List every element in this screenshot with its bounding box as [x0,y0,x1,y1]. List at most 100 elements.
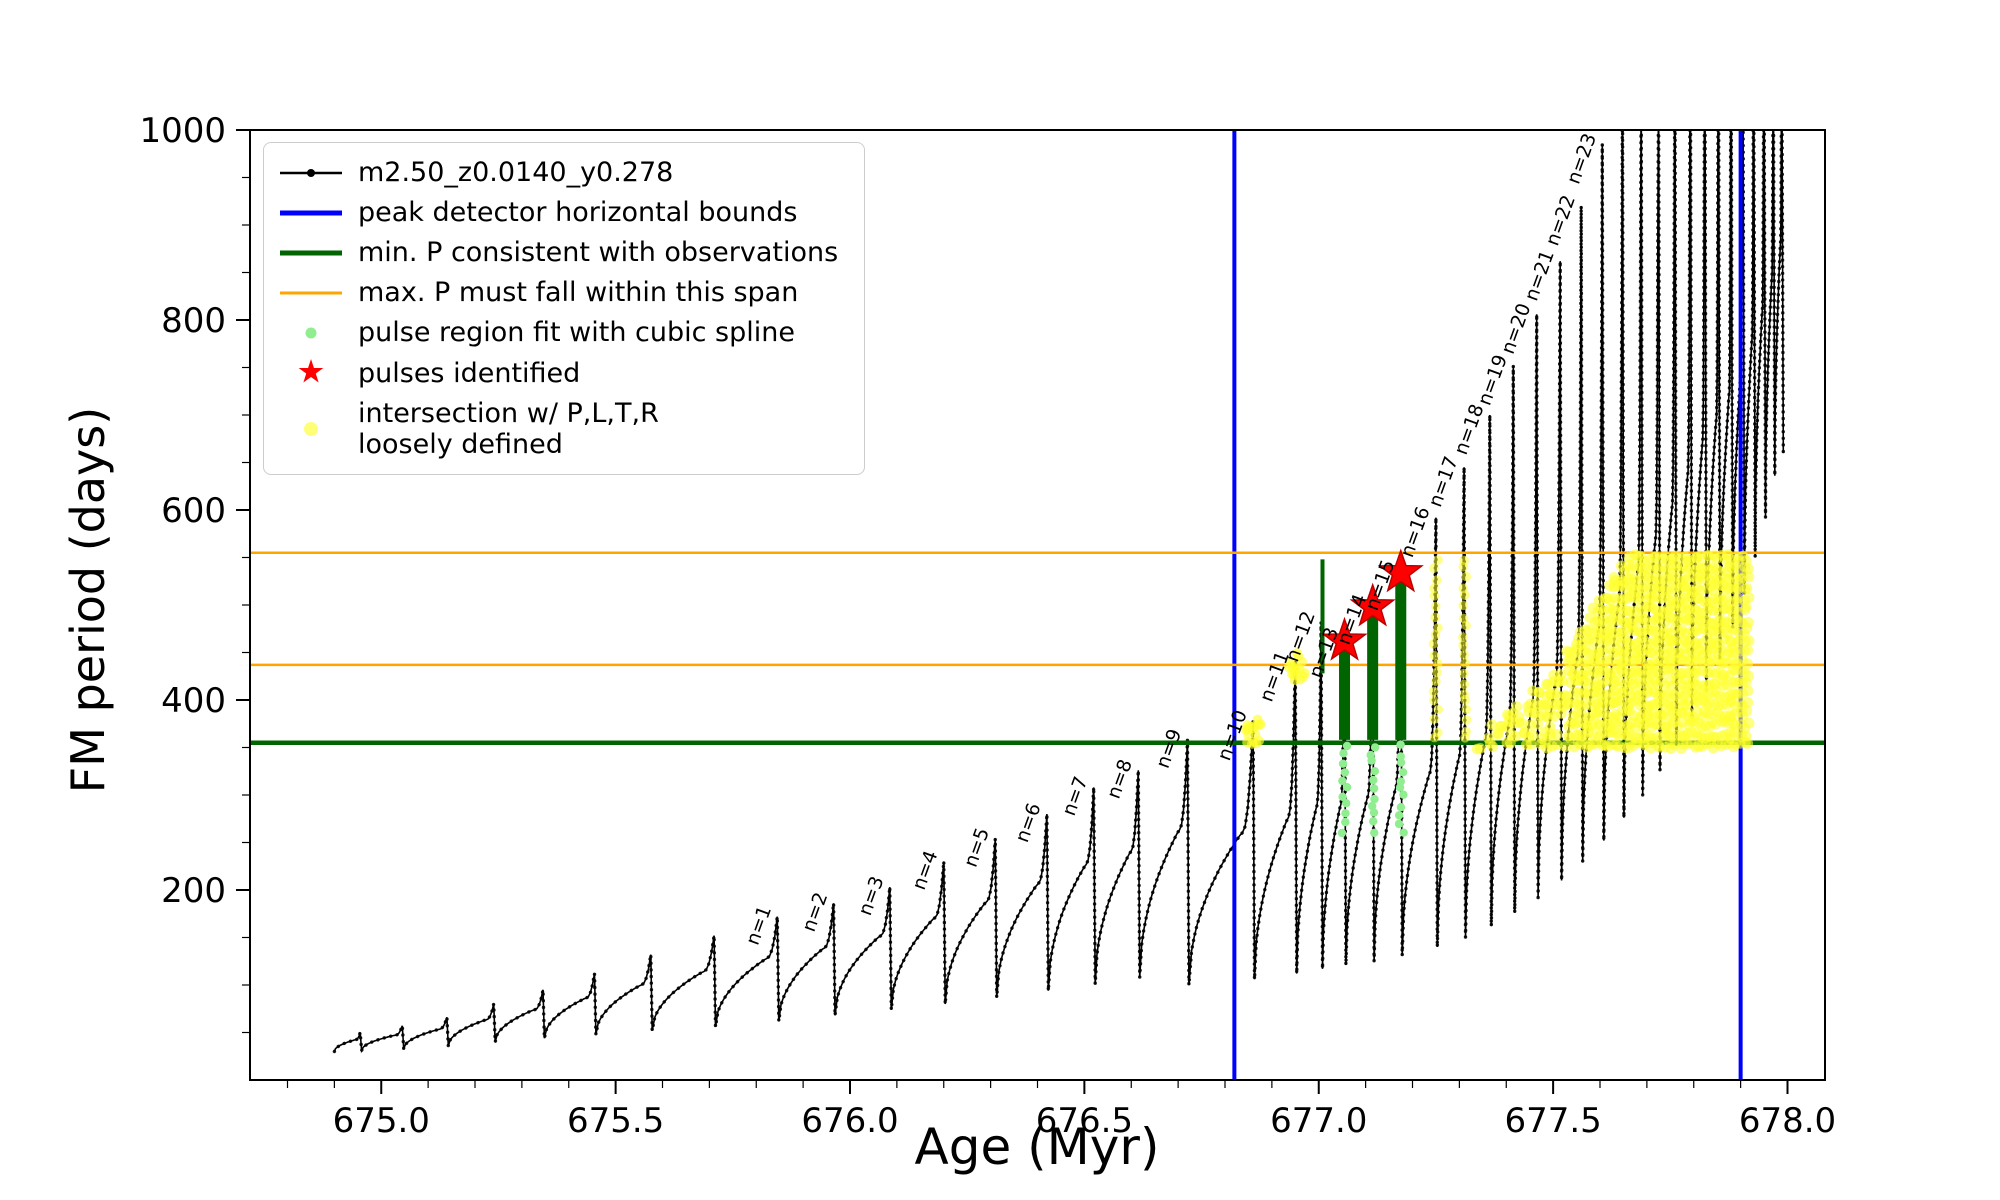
intersection-dot [1742,685,1754,697]
intersection-dot [1431,676,1441,686]
pulse-fit-dot [1340,768,1350,777]
intersection-dot [1459,649,1469,660]
legend-item-max-P: max. P must fall within this span [278,277,838,308]
pulse-number-label: n=23 [1563,130,1602,187]
pulse-number-label: n=17 [1424,453,1463,510]
pulse-fit-dot [1370,828,1379,837]
pulse-fit-dot [1370,767,1380,776]
intersection-dot [1247,738,1257,749]
intersection-dot [1429,714,1439,724]
legend-label: pulse region fit with cubic spline [358,317,795,349]
intersection-dot [1433,727,1443,738]
red-star-marker-icon [278,357,344,389]
intersection-dot [1742,644,1754,656]
pulse-fit-dot [1369,817,1378,826]
intersection-dot [1241,725,1252,735]
pulse-number-label: n=18 [1450,401,1489,458]
pulse-star [1377,548,1424,593]
intersection-dot [1482,732,1494,744]
intersection-dot [1740,601,1752,613]
pulse-fit-dot [1398,768,1408,777]
intersection-dot [1743,563,1754,575]
intersection-dot [1557,675,1569,687]
pulse-fit-dot [1396,777,1406,786]
intersection-dot [1487,741,1499,753]
pulse-fit-dot [1338,759,1348,768]
intersection-dot [1458,613,1469,624]
intersection-dot [1510,731,1521,742]
intersection-dot [1486,719,1498,731]
intersection-dot [1250,729,1261,740]
pulse-number-label: n=1 [742,903,776,948]
intersection-dot [1741,705,1753,717]
line-dot-marker-icon [278,158,344,188]
pulse-fit-dot [1342,783,1352,792]
intersection-dot [1740,730,1752,742]
pulse-fit-dot [1396,740,1405,749]
pulse-fit-dot [1338,792,1347,801]
intersection-dot [1459,679,1470,690]
intersection-dot [1430,612,1440,623]
intersection-dot [1428,686,1439,697]
intersection-dot [1560,741,1571,752]
pulse-fit-dot [1368,801,1377,811]
y-tick-label: 800 [161,301,226,341]
pulse-star [1321,616,1368,661]
intersection-dot [1743,617,1754,628]
intersection-dot [1253,719,1264,730]
intersection-dot [1287,669,1298,680]
pulse-fit-dot [1399,828,1408,837]
intersection-dot [1742,697,1754,708]
orange-line-marker-icon [278,278,344,308]
intersection-dot [1743,670,1754,682]
y-tick-label: 200 [161,871,226,911]
intersection-dot [1429,695,1439,706]
pulse-fit-dot [1394,819,1404,829]
intersection-dot [1428,639,1439,649]
y-tick-label: 400 [161,681,226,721]
intersection-dot [1461,704,1471,714]
y-tick-label: 1000 [139,111,226,151]
blue-line-marker-icon [278,198,344,228]
pulse-fit-dot [1396,803,1406,812]
intersection-dot [1459,689,1469,700]
legend-label: m2.50_z0.0140_y0.278 [358,157,674,188]
pulse-fit-dot [1370,794,1379,804]
intersection-dot [1743,592,1755,603]
legend-label-line2: loosely defined [358,429,563,461]
pulse-fit-dot [1366,750,1375,760]
legend-label: min. P consistent with observations [358,237,839,269]
pulse-fit-dot [1369,808,1379,817]
pulse-number-label: n=2 [798,889,832,934]
legend-label: max. P must fall within this span [358,277,799,309]
pulse-number-label: n=21 [1520,247,1559,304]
x-axis-label: Age (Myr) [914,1118,1160,1176]
pulse-fit-dot [1396,752,1405,761]
intersection-dot [1460,658,1470,668]
intersection-dot [1740,555,1752,567]
intersection-dot [1511,701,1522,712]
pulse-fit-dot [1339,749,1348,758]
intersection-dot [1459,555,1469,566]
pulse-fit-dot [1399,790,1408,799]
intersection-dot [1432,667,1442,678]
intersection-dot [1433,704,1444,715]
pulse-fit-dot [1370,743,1380,752]
pulse-fit-dot [1369,775,1378,785]
green-line-marker-icon [278,238,344,268]
intersection-dot [1474,743,1486,754]
intersection-dot [1459,668,1469,679]
pulse-number-label: n=9 [1152,726,1186,771]
pulse-fit-dot [1396,758,1406,767]
pulse-fit-dot [1337,828,1347,838]
yellow-dot-marker-icon [278,414,344,444]
x-tick-label: 677.0 [1270,1101,1367,1141]
pulse-fit-dot [1342,799,1351,808]
pulse-fit-dot [1341,817,1350,827]
pulse-number-label: n=6 [1011,800,1045,845]
intersection-dot [1429,650,1440,661]
intersection-dot [1433,555,1443,565]
pulse-fit-dot [1338,776,1347,785]
